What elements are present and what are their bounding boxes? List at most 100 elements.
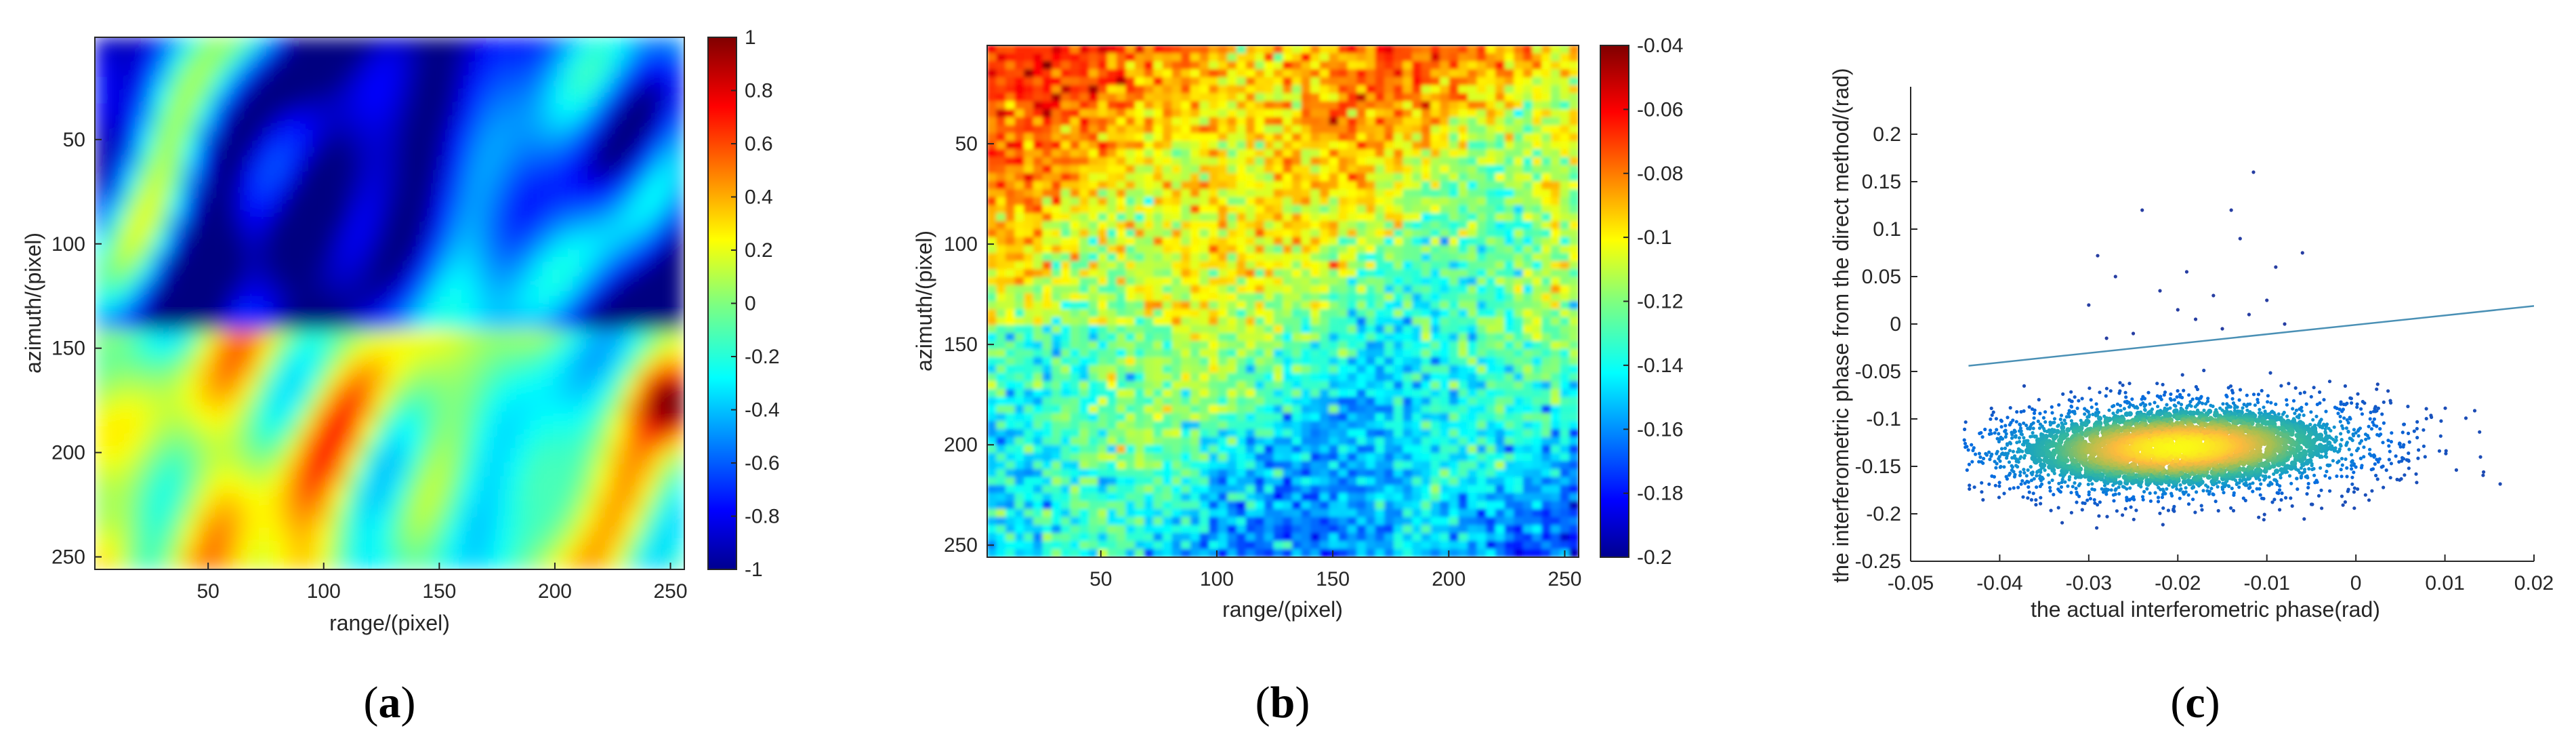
heatmap-b-cell — [1273, 348, 1283, 358]
heatmap-b-cell — [1070, 421, 1080, 430]
heatmap-b-cell — [1365, 133, 1376, 142]
heatmap-b-cell — [1014, 357, 1024, 366]
heatmap-a-cell — [212, 209, 228, 224]
heatmap-b-cell — [1421, 421, 1432, 430]
heatmap-a-cell — [109, 157, 125, 171]
heatmap-b-cell — [1162, 101, 1173, 110]
heatmap-a-cell — [419, 117, 434, 131]
heatmap-a-cell — [522, 489, 537, 504]
heatmap-a-cell — [492, 342, 508, 357]
heatmap-b-cell — [1162, 293, 1173, 302]
heatmap-b-cell — [1458, 93, 1468, 102]
heatmap-a-cell — [242, 342, 257, 357]
heatmap-a-cell — [463, 276, 478, 291]
heatmap-b-cell — [1356, 308, 1367, 318]
heatmap-b-cell — [1291, 445, 1302, 453]
heatmap-a-cell — [95, 529, 110, 544]
heatmap-a-cell — [286, 316, 302, 331]
heatmap-b-cell — [1504, 325, 1514, 334]
heatmap-a-cell — [419, 502, 434, 517]
heatmap-b-cell — [1273, 253, 1283, 262]
heatmap-b-cell — [1079, 141, 1089, 150]
heatmap-b-cell — [1291, 189, 1302, 198]
heatmap-b-cell — [1273, 45, 1283, 54]
heatmap-b-cell — [1005, 125, 1016, 134]
heatmap-a-cell — [360, 63, 375, 78]
heatmap-b-cell — [1283, 421, 1293, 430]
heatmap-a-cell — [610, 289, 626, 304]
heatmap-b-cell — [1291, 149, 1302, 158]
heatmap-a-cell — [153, 50, 169, 64]
heatmap-b-cell — [987, 109, 997, 118]
heatmap-b-cell — [1560, 237, 1570, 246]
heatmap-b-cell — [1283, 69, 1293, 78]
heatmap-b-cell — [1162, 61, 1173, 70]
heatmap-a-cell — [448, 143, 464, 158]
heatmap-a-cell — [360, 382, 375, 397]
heatmap-a-cell — [197, 117, 213, 131]
heatmap-b-cell — [1514, 229, 1524, 238]
heatmap-a-cell — [551, 422, 567, 437]
heatmap-a-cell — [669, 129, 684, 144]
heatmap-b-cell — [1125, 428, 1136, 438]
heatmap-a-cell — [95, 236, 110, 251]
heatmap-b-cell — [1098, 197, 1108, 206]
heatmap-b-cell — [1014, 45, 1024, 54]
heatmap-a-cell — [227, 223, 243, 237]
heatmap-a-cell — [153, 223, 169, 237]
heatmap-b-cell — [1514, 301, 1524, 310]
heatmap-b-cell — [1504, 69, 1514, 78]
heatmap-b-cell — [1283, 173, 1293, 182]
heatmap-b-cell — [1301, 445, 1311, 453]
heatmap-b-cell — [1209, 45, 1219, 54]
heatmap-b-cell — [1486, 325, 1496, 334]
heatmap-b-cell — [1264, 189, 1274, 198]
heatmap-a-cell — [109, 289, 125, 304]
heatmap-b-cell — [1458, 453, 1468, 462]
heatmap-a-cell — [537, 157, 552, 171]
heatmap-b-cell — [1476, 437, 1487, 446]
heatmap-b-cell — [1236, 308, 1247, 318]
heatmap-b-cell — [1412, 445, 1422, 453]
heatmap-a-cell — [507, 542, 523, 557]
heatmap-a-cell — [138, 263, 154, 277]
heatmap-b-cell — [987, 189, 997, 198]
heatmap-a-cell — [448, 169, 464, 184]
heatmap-b-cell — [1255, 277, 1265, 286]
heatmap-a-cell — [374, 516, 390, 530]
heatmap-b-cell — [1384, 109, 1394, 118]
heatmap-b-cell — [1125, 93, 1136, 102]
heatmap-a-cell — [242, 90, 257, 104]
heatmap-b-cell — [1273, 157, 1283, 166]
heatmap-b-cell — [1070, 293, 1080, 302]
heatmap-b-cell — [1541, 293, 1552, 302]
heatmap-b-cell — [1560, 117, 1570, 126]
heatmap-b-cell — [1532, 365, 1542, 374]
heatmap-b-cell — [1347, 157, 1357, 166]
heatmap-b-cell — [1227, 348, 1237, 358]
heatmap-b-cell — [1236, 93, 1247, 102]
heatmap-a-cell — [537, 409, 552, 424]
heatmap-a-cell — [566, 90, 582, 104]
heatmap-a-cell — [197, 529, 213, 544]
heatmap-a-cell — [522, 236, 537, 251]
heatmap-b-cell — [1375, 301, 1385, 310]
heatmap-b-cell — [1162, 421, 1173, 430]
heatmap-b-cell — [1144, 269, 1154, 278]
heatmap-b-cell — [1255, 269, 1265, 278]
heatmap-b-cell — [1375, 428, 1385, 438]
heatmap-b-cell — [1144, 229, 1154, 238]
heatmap-b-cell — [1468, 333, 1478, 342]
heatmap-b-cell — [1245, 365, 1255, 374]
heatmap-b-cell — [1449, 413, 1459, 422]
heatmap-b-cell — [1098, 373, 1108, 382]
heatmap-b-cell — [1532, 53, 1542, 62]
heatmap-b-cell — [1329, 221, 1339, 230]
heatmap-b-cell — [1301, 413, 1311, 422]
heatmap-b-cell — [1356, 165, 1367, 174]
heatmap-a-cell — [256, 542, 272, 557]
heatmap-b-cell — [1486, 341, 1496, 350]
heatmap-b-cell — [1162, 69, 1173, 78]
heatmap-b-cell — [1218, 165, 1228, 174]
heatmap-b-cell — [1107, 437, 1117, 446]
